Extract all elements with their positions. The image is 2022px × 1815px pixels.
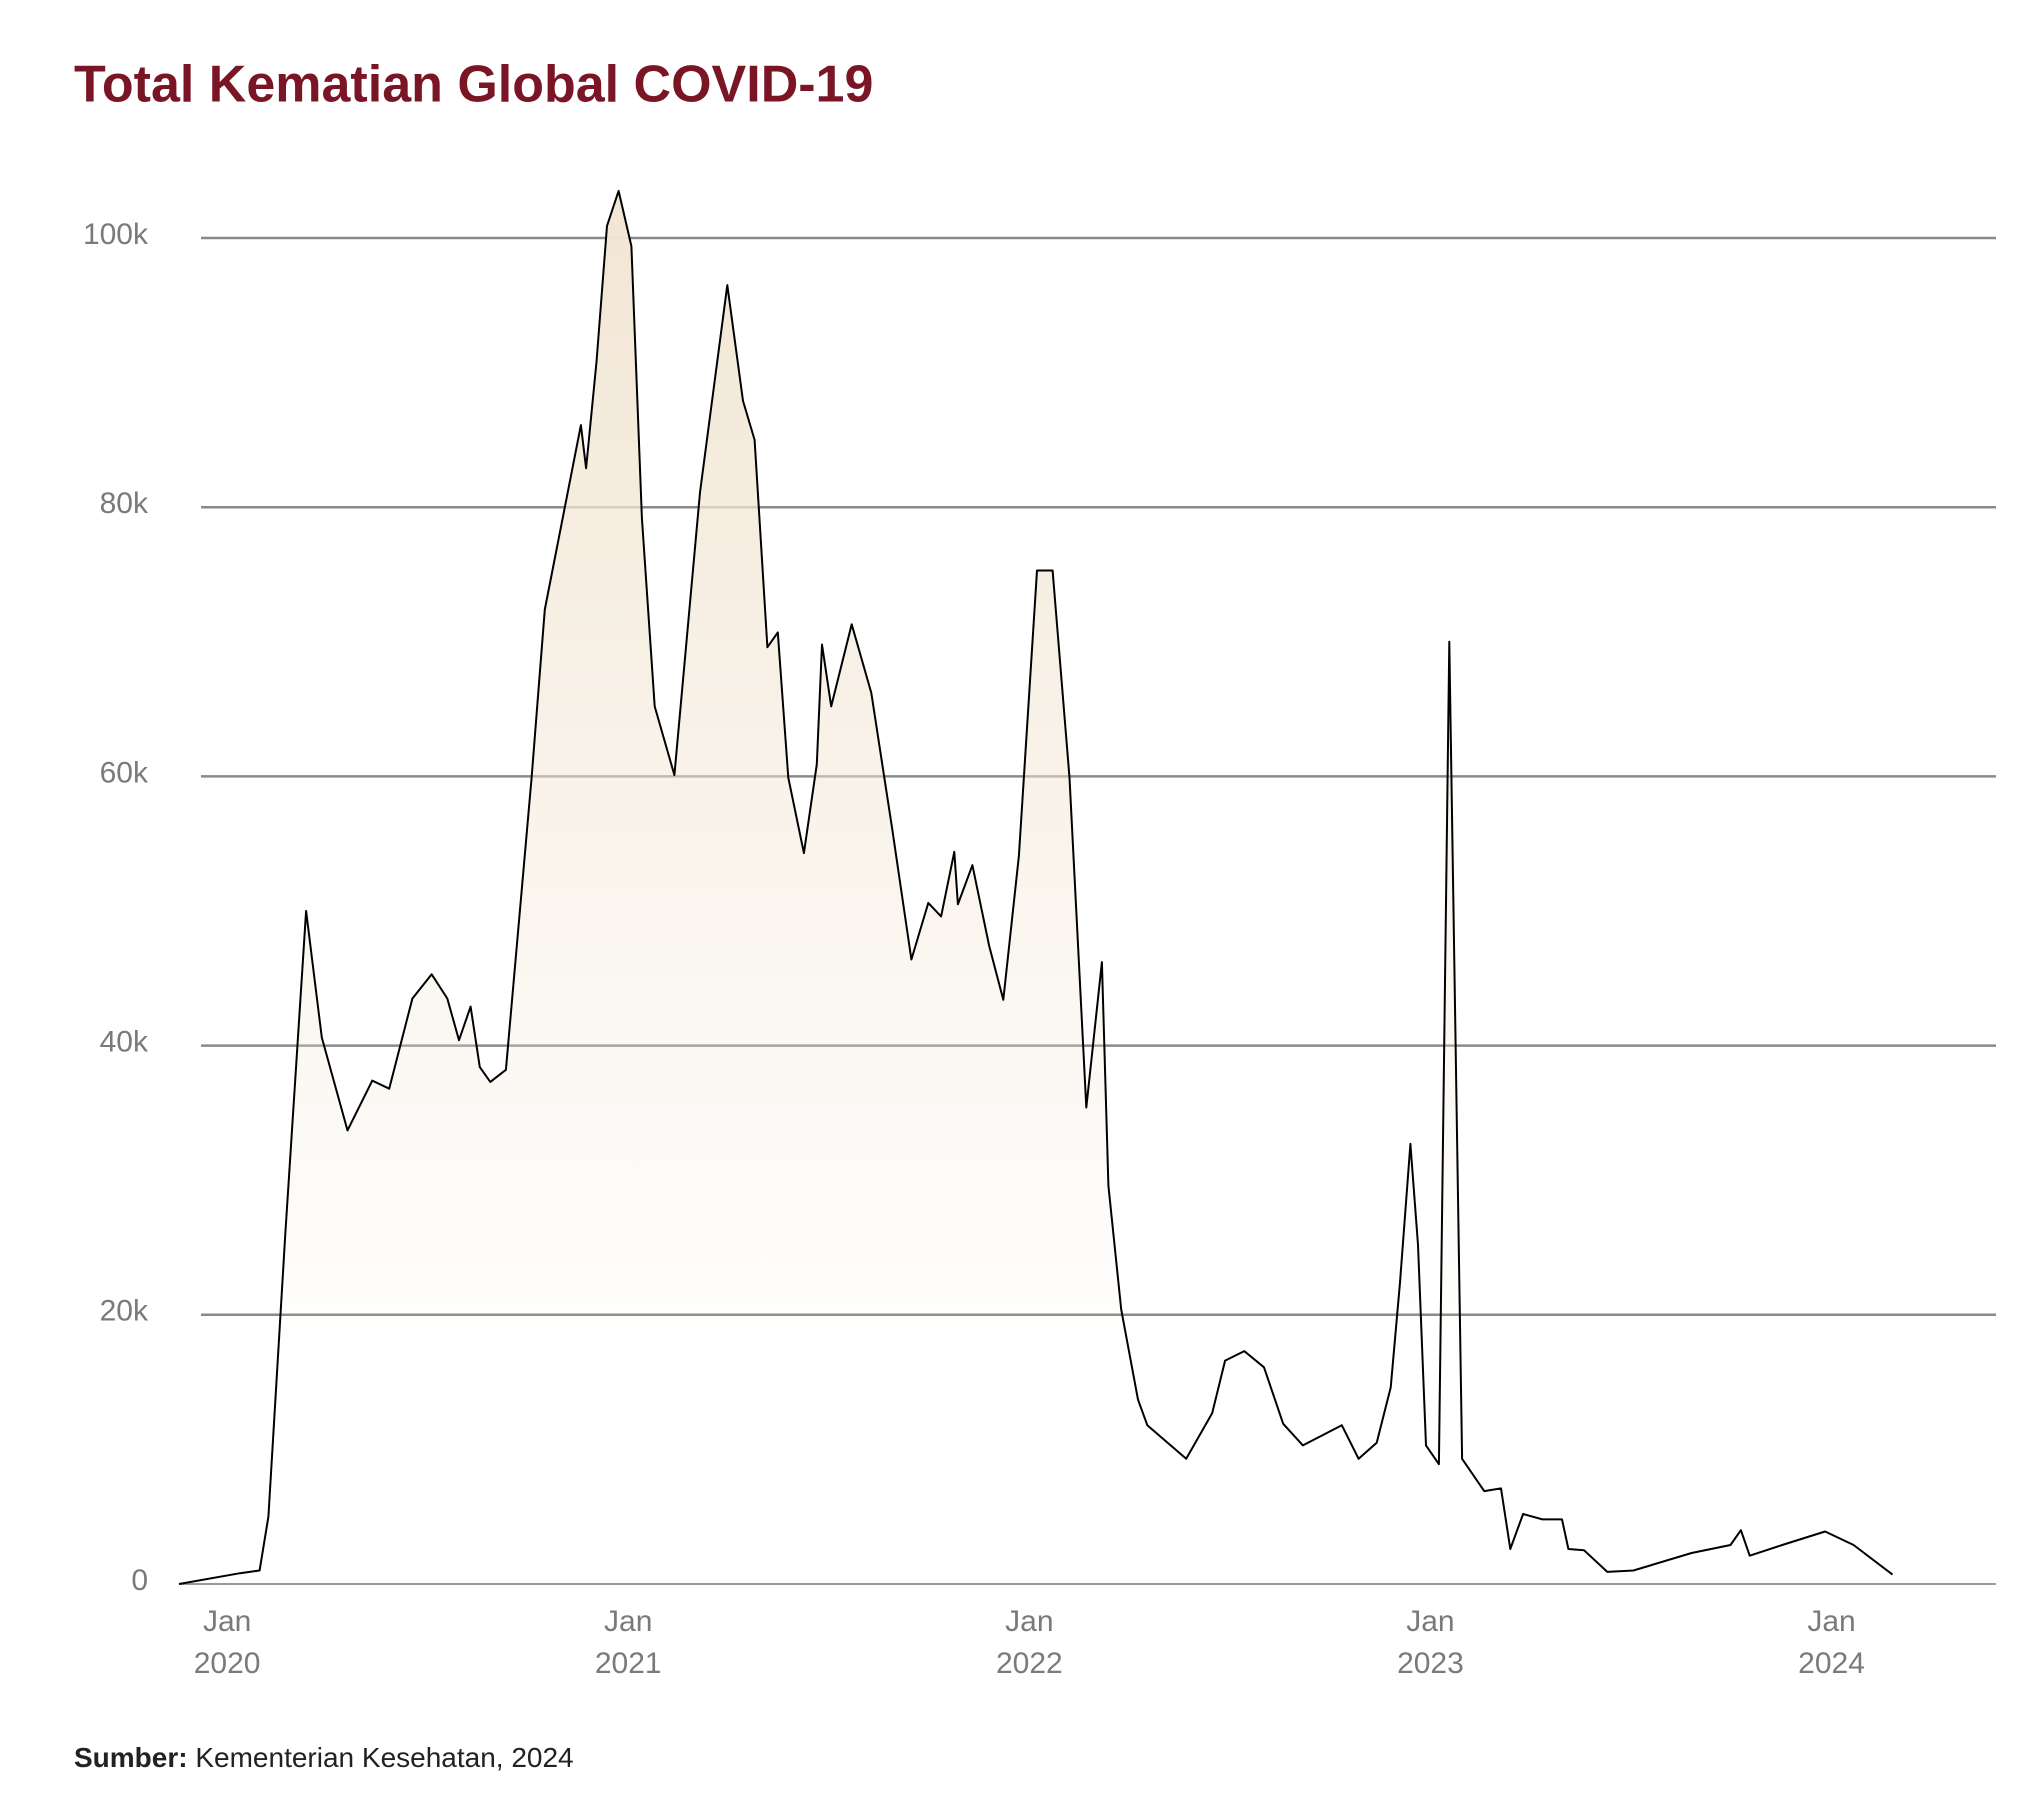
x-tick-label: Jan 2020: [194, 1605, 261, 1680]
source-label: Sumber:: [74, 1742, 188, 1773]
chart-title: Total Kematian Global COVID-19: [74, 56, 873, 114]
y-tick-label: 0: [131, 1564, 148, 1597]
area: [179, 190, 1893, 1584]
source: Sumber: Kementerian Kesehatan, 2024: [74, 1742, 574, 1773]
y-tick-label: 20k: [100, 1295, 149, 1328]
line: [178, 189, 1894, 1585]
y-tick-label: 80k: [100, 487, 149, 520]
x-tick-label: Jan 2023: [1397, 1605, 1464, 1680]
y-tick-label: 100k: [83, 218, 149, 251]
source-text: Kementerian Kesehatan, 2024: [195, 1742, 573, 1773]
x-tick-label: Jan 2024: [1798, 1605, 1865, 1680]
y-tick-label: 40k: [100, 1026, 149, 1059]
x-tick-label: Jan 2022: [996, 1605, 1063, 1680]
x-tick-label: Jan 2021: [595, 1605, 662, 1680]
y-tick-label: 60k: [100, 756, 149, 789]
